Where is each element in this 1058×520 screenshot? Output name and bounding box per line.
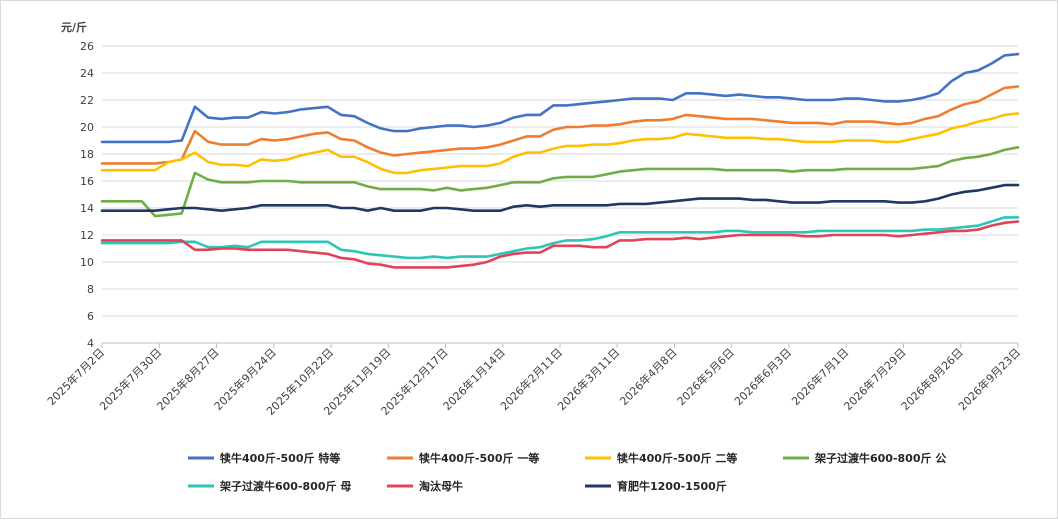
- legend: 犊牛400斤-500斤 特等 犊牛400斤-500斤 一等 犊牛400斤-500斤 …: [188, 451, 946, 493]
- y-axis: 4 6 8 10 12 14 16 18 20 22 24 26: [80, 40, 94, 350]
- legend-label: 犊牛400斤-500斤 特等: [220, 451, 340, 465]
- y-tick-label: 8: [87, 283, 94, 296]
- series-line: [100, 183, 1020, 212]
- x-tick-label: 2025年7月2日: [44, 345, 107, 408]
- legend-label: 育肥牛1200-1500斤: [617, 479, 727, 493]
- y-tick-label: 22: [80, 94, 94, 107]
- legend-label: 犊牛400斤-500斤 二等: [617, 451, 737, 465]
- legend-label: 淘汰母牛: [419, 479, 463, 493]
- series-line: [100, 216, 1020, 260]
- legend-label: 架子过渡牛600-800斤 母: [219, 479, 351, 493]
- y-tick-label: 4: [87, 337, 94, 350]
- legend-label: 犊牛400斤-500斤 一等: [419, 451, 539, 465]
- y-tick-label: 16: [80, 175, 94, 188]
- series-line: [100, 146, 1020, 218]
- x-tick-label: 2026年7月1日: [788, 345, 851, 408]
- x-axis: 2025年7月2日2025年7月30日2025年8月27日2025年9月24日2…: [44, 342, 1023, 418]
- x-tick-label: 2026年6月3日: [731, 345, 794, 408]
- gridlines: [102, 45, 1018, 344]
- series-line: [100, 220, 1020, 269]
- x-tick-label: 2026年4月8日: [617, 345, 680, 408]
- y-tick-label: 6: [87, 310, 94, 323]
- x-tick-label: 2026年5月6日: [674, 345, 737, 408]
- series-line: [100, 85, 1020, 165]
- y-tick-label: 24: [80, 67, 94, 80]
- y-tick-label: 18: [80, 148, 94, 161]
- series-lines: [100, 52, 1020, 269]
- y-tick-label: 20: [80, 121, 94, 134]
- series-line: [100, 52, 1020, 144]
- y-axis-unit-label: 元/斤: [61, 20, 87, 34]
- y-tick-label: 26: [80, 40, 94, 53]
- series-line: [100, 112, 1020, 175]
- y-tick-label: 12: [80, 229, 94, 242]
- y-tick-label: 10: [80, 256, 94, 269]
- legend-label: 架子过渡牛600-800斤 公: [814, 451, 946, 465]
- y-tick-label: 14: [80, 202, 94, 215]
